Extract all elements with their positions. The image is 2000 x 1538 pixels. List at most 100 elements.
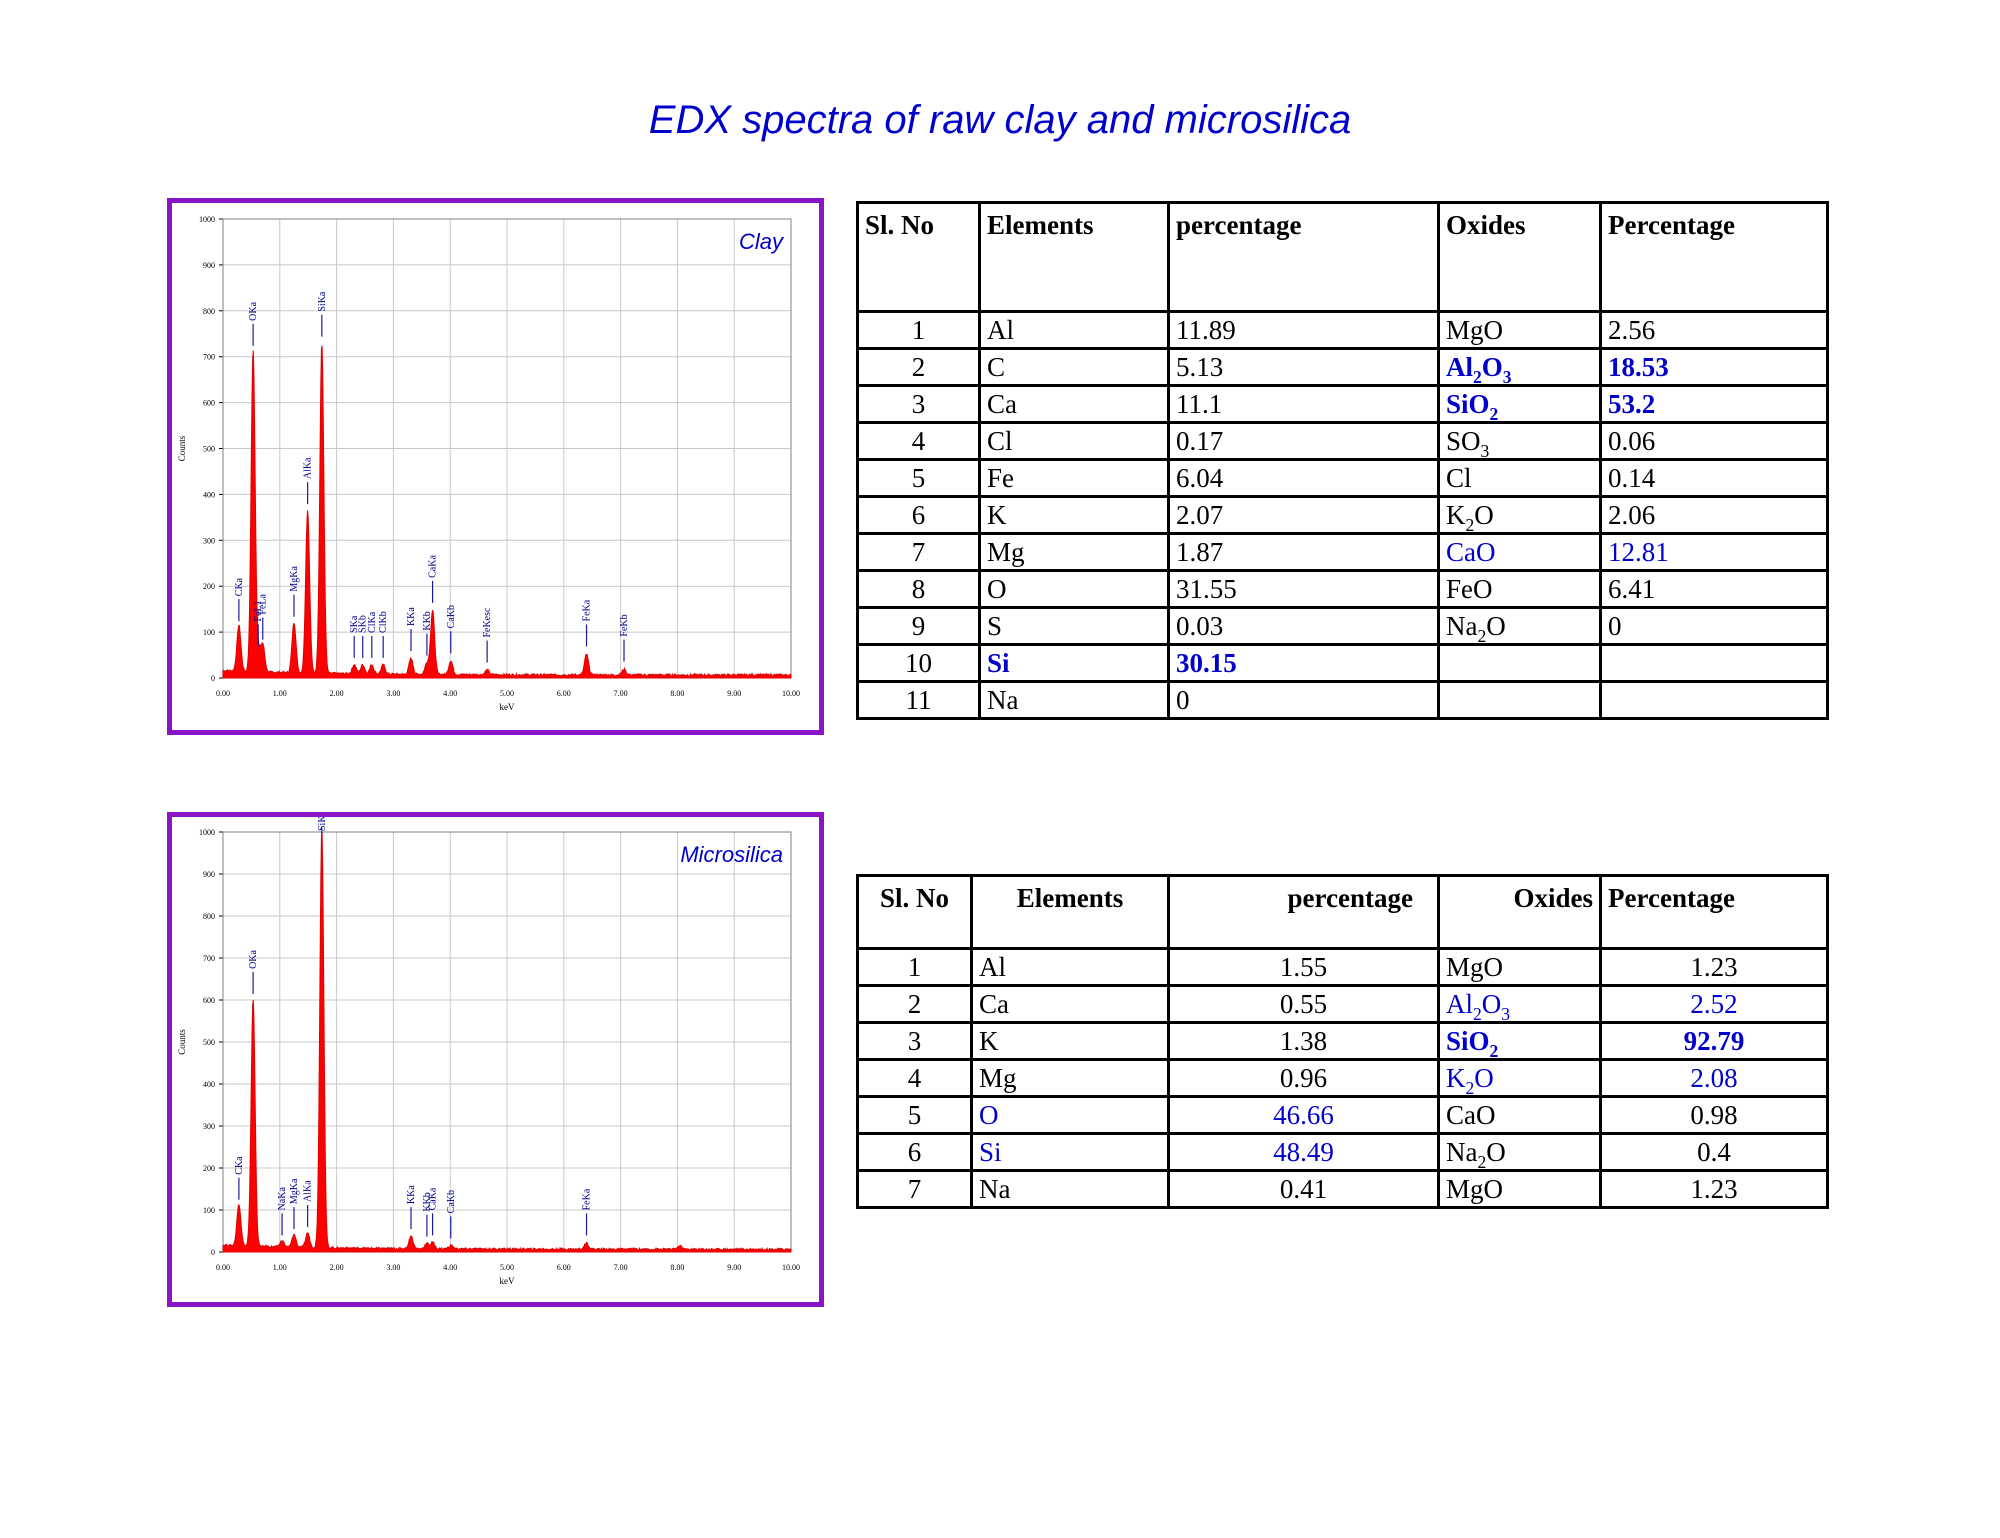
row-number: 6 [856,495,981,535]
formula-part: K [1446,1063,1466,1093]
formula-part: Al [1446,989,1473,1019]
formula-part: MgO [1446,952,1504,982]
formula-part: CaO [1446,537,1496,567]
formula-subscript: 2 [1489,1041,1499,1060]
element-percentage: 0.96 [1167,1058,1440,1098]
peak-label: FeKb [619,614,630,636]
element-name: Na [970,1169,1170,1209]
oxide-formula: SiO2 [1437,384,1602,424]
peak-label: OKa [248,301,259,320]
element-name: K [970,1021,1170,1061]
row-number: 5 [856,458,981,498]
table-row: 5 O 46.66 CaO 0.98 [856,1095,1829,1135]
y-tick-label: 800 [203,912,215,921]
row-number: 11 [856,680,981,720]
element-name: S [978,606,1170,646]
oxide-formula: Al2O3 [1437,984,1602,1024]
y-tick-label: 300 [203,1122,215,1131]
oxide-percentage: 53.2 [1599,384,1829,424]
row-number: 2 [856,347,981,387]
oxide-percentage [1599,643,1829,683]
y-tick-label: 1000 [199,828,215,837]
y-tick-label: 1000 [199,215,215,224]
oxide-percentage: 18.53 [1599,347,1829,387]
element-percentage: 6.04 [1167,458,1440,498]
peak-label: CKa [234,577,245,596]
table-row: 9 S 0.03 Na2O 0 [856,606,1829,646]
formula-part: MgO [1446,1174,1504,1204]
oxide-percentage: 12.81 [1599,532,1829,572]
oxide-percentage: 2.52 [1599,984,1829,1024]
table-row: 5 Fe 6.04 Cl 0.14 [856,458,1829,498]
formula-subscript: 3 [1480,441,1490,460]
element-percentage: 0.41 [1167,1169,1440,1209]
table-row: 4 Mg 0.96 K2O 2.08 [856,1058,1829,1098]
x-tick-label: 4.00 [443,689,457,698]
oxide-formula: FeO [1437,569,1602,609]
row-number: 5 [856,1095,973,1135]
x-tick-label: 0.00 [216,1263,230,1272]
y-tick-label: 200 [203,1164,215,1173]
table-row: 3 Ca 11.1 SiO2 53.2 [856,384,1829,424]
formula-part: SiO [1446,389,1490,419]
row-number: 4 [856,1058,973,1098]
table-row: 7 Mg 1.87 CaO 12.81 [856,532,1829,572]
peak-label: FeKa [582,599,593,621]
formula-part: O [1486,1137,1506,1167]
peak-label: AlKa [303,1180,314,1202]
peak-label: CaKb [446,605,457,628]
oxide-percentage: 0.14 [1599,458,1829,498]
clay-spectrum-chart: 0.00 1.00 2.00 3.00 4.00 5.00 6.00 7.00 8.00 9.00… [167,198,824,735]
oxide-formula: CaO [1437,532,1602,572]
oxide-percentage: 2.08 [1599,1058,1829,1098]
y-tick-label: 100 [203,628,215,637]
y-tick-label: 600 [203,399,215,408]
formula-part: O [1474,500,1494,530]
row-number: 7 [856,1169,973,1209]
element-name: Al [978,310,1170,350]
y-tick-label: 700 [203,353,215,362]
element-name: Fe [978,458,1170,498]
oxide-formula: Na2O [1437,1132,1602,1172]
table-row: 11 Na 0 [856,680,1829,720]
oxide-percentage: 1.23 [1599,947,1829,987]
peak-label: FeKesc [482,607,493,638]
table-row: 6 Si 48.49 Na2O 0.4 [856,1132,1829,1172]
x-tick-label: 10.00 [782,689,800,698]
oxide-percentage: 6.41 [1599,569,1829,609]
table-row: 2 C 5.13 Al2O3 18.53 [856,347,1829,387]
formula-subscript: 3 [1501,1004,1511,1023]
element-name: Cl [978,421,1170,461]
element-percentage: 5.13 [1167,347,1440,387]
formula-part: Na [1446,1137,1478,1167]
peak-label: SiKa [317,817,328,831]
peak-label: CaKa [428,555,439,578]
header-sl-no: Sl. No [856,874,973,950]
oxide-percentage: 2.06 [1599,495,1829,535]
formula-part: O [1474,1063,1494,1093]
peak-label: KKa [406,1185,417,1204]
element-name: Si [970,1132,1170,1172]
element-name: Mg [978,532,1170,572]
oxide-percentage: 0.98 [1599,1095,1829,1135]
peak-label: FeL1 [253,600,264,621]
row-number: 8 [856,569,981,609]
row-number: 10 [856,643,981,683]
peak-label: ClKa [367,611,378,633]
peak-label: AlKa [303,457,314,479]
peak-label: KKb [422,611,433,630]
peak-label: OKa [248,949,259,968]
formula-part: SO [1446,426,1481,456]
row-number: 3 [856,384,981,424]
y-tick-label: 900 [203,261,215,270]
x-tick-label: 6.00 [557,1263,571,1272]
header-percentage: percentage [1167,874,1440,950]
formula-part: MgO [1446,315,1504,345]
formula-part: Cl [1446,463,1472,493]
page-title: EDX spectra of raw clay and microsilica [648,98,1352,142]
x-tick-label: 3.00 [386,689,400,698]
table-row: 1 Al 1.55 MgO 1.23 [856,947,1829,987]
x-tick-label: 9.00 [727,1263,741,1272]
microsilica-spectrum-svg: 0.00 1.00 2.00 3.00 4.00 5.00 6.00 7.00 8.00 9.00… [177,817,800,1286]
element-name: Al [970,947,1170,987]
